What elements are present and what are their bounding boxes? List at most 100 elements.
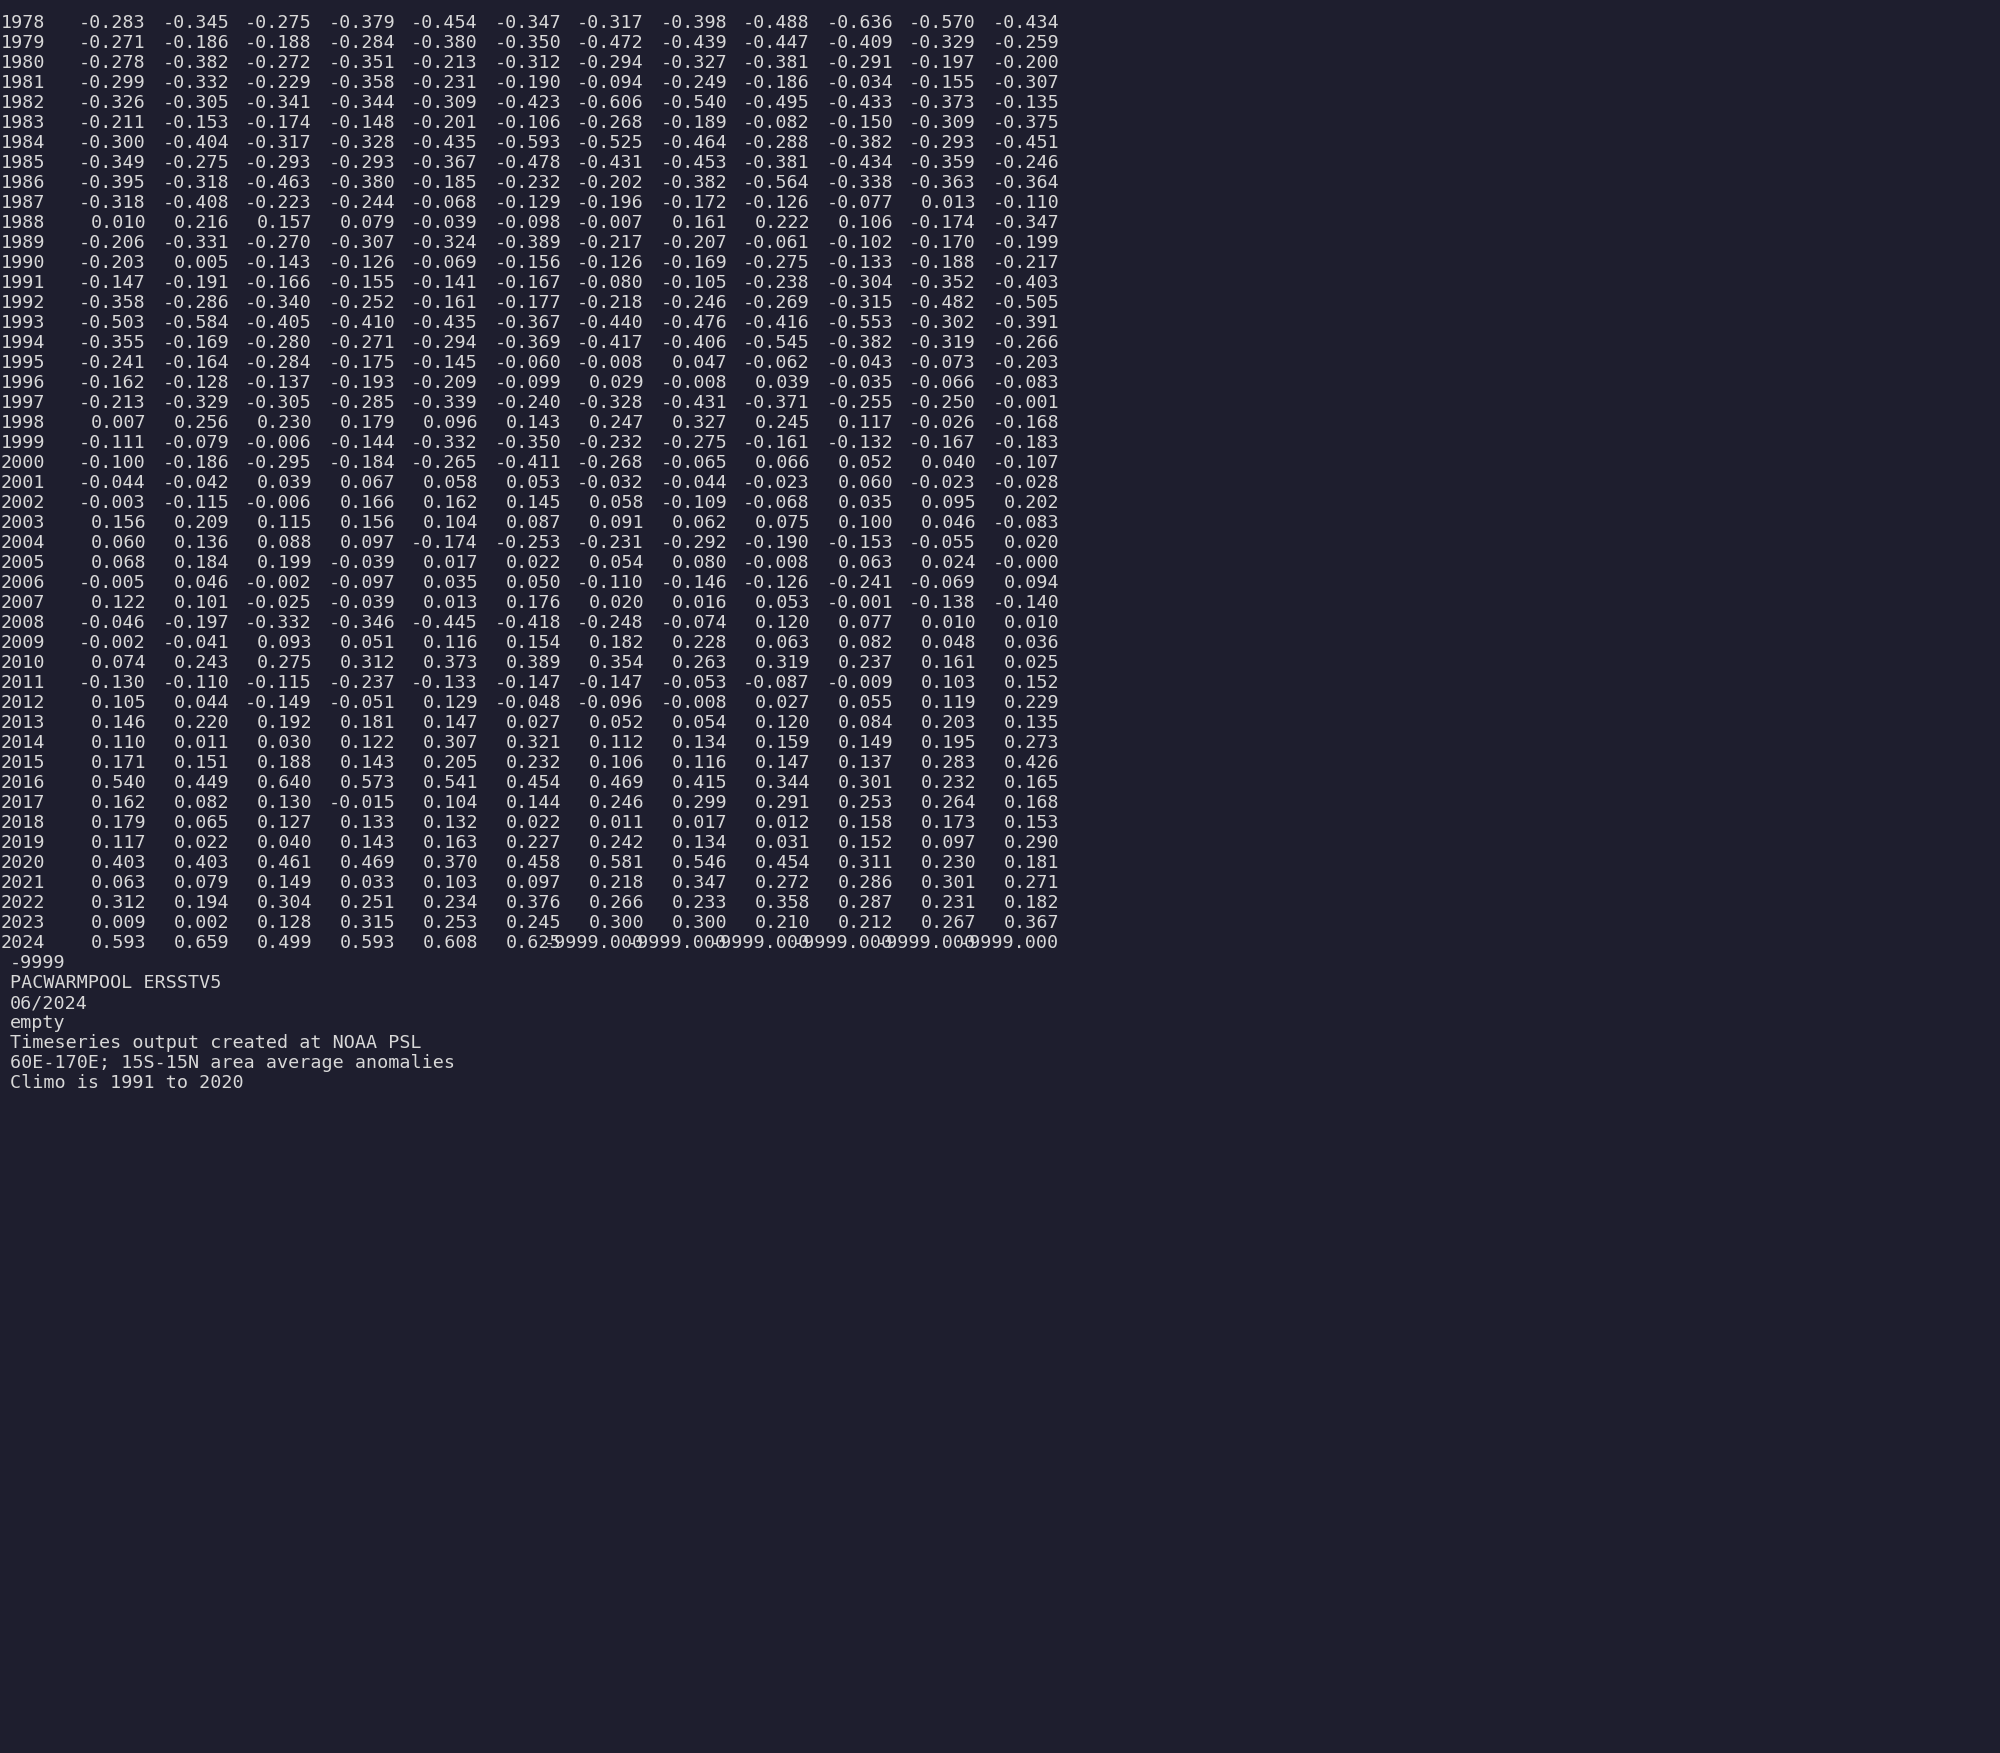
Text: 0.027: 0.027 xyxy=(754,694,810,712)
Text: -9999: -9999 xyxy=(10,954,66,971)
Text: -0.409: -0.409 xyxy=(826,33,892,53)
Text: -0.155: -0.155 xyxy=(910,74,976,91)
Text: 0.046: 0.046 xyxy=(174,573,228,593)
Text: 0.129: 0.129 xyxy=(422,694,478,712)
Text: 0.074: 0.074 xyxy=(90,654,146,671)
Text: -0.146: -0.146 xyxy=(660,573,728,593)
Text: -0.107: -0.107 xyxy=(992,454,1060,472)
Text: -0.369: -0.369 xyxy=(494,335,560,352)
Text: 0.046: 0.046 xyxy=(920,514,976,531)
Text: 2007: 2007 xyxy=(0,594,44,612)
Text: -0.259: -0.259 xyxy=(992,33,1060,53)
Text: 0.054: 0.054 xyxy=(672,713,728,733)
Text: -0.115: -0.115 xyxy=(162,494,228,512)
Text: 0.205: 0.205 xyxy=(422,754,478,771)
Text: -0.177: -0.177 xyxy=(494,295,560,312)
Text: 0.097: 0.097 xyxy=(340,535,396,552)
Text: 0.137: 0.137 xyxy=(838,754,892,771)
Text: -0.280: -0.280 xyxy=(246,335,312,352)
Text: -0.188: -0.188 xyxy=(246,33,312,53)
Text: 1981: 1981 xyxy=(0,74,44,91)
Text: 0.593: 0.593 xyxy=(90,934,146,952)
Text: 2002: 2002 xyxy=(0,494,44,512)
Text: -0.109: -0.109 xyxy=(660,494,728,512)
Text: -0.294: -0.294 xyxy=(578,54,644,72)
Text: 0.307: 0.307 xyxy=(422,735,478,752)
Text: 0.100: 0.100 xyxy=(838,514,892,531)
Text: -0.166: -0.166 xyxy=(246,273,312,293)
Text: -0.102: -0.102 xyxy=(826,233,892,252)
Text: 0.275: 0.275 xyxy=(256,654,312,671)
Text: 0.161: 0.161 xyxy=(920,654,976,671)
Text: 2011: 2011 xyxy=(0,673,44,692)
Text: -0.080: -0.080 xyxy=(578,273,644,293)
Text: 1986: 1986 xyxy=(0,174,44,193)
Text: 0.469: 0.469 xyxy=(588,775,644,792)
Text: -0.410: -0.410 xyxy=(328,314,396,331)
Text: -0.133: -0.133 xyxy=(826,254,892,272)
Text: 2017: 2017 xyxy=(0,794,44,812)
Text: -0.309: -0.309 xyxy=(412,95,478,112)
Text: 0.024: 0.024 xyxy=(920,554,976,571)
Text: -0.418: -0.418 xyxy=(494,614,560,633)
Text: 0.301: 0.301 xyxy=(838,775,892,792)
Text: -0.349: -0.349 xyxy=(80,154,146,172)
Text: 0.132: 0.132 xyxy=(422,813,478,833)
Text: -0.130: -0.130 xyxy=(80,673,146,692)
Text: 0.264: 0.264 xyxy=(920,794,976,812)
Text: 0.166: 0.166 xyxy=(340,494,396,512)
Text: -0.168: -0.168 xyxy=(992,414,1060,431)
Text: -0.307: -0.307 xyxy=(328,233,396,252)
Text: 0.161: 0.161 xyxy=(672,214,728,231)
Text: -0.328: -0.328 xyxy=(578,394,644,412)
Text: 0.593: 0.593 xyxy=(340,934,396,952)
Text: -0.147: -0.147 xyxy=(578,673,644,692)
Text: -0.025: -0.025 xyxy=(246,594,312,612)
Text: -0.373: -0.373 xyxy=(910,95,976,112)
Text: -0.042: -0.042 xyxy=(162,473,228,493)
Text: 0.062: 0.062 xyxy=(672,514,728,531)
Text: -0.271: -0.271 xyxy=(328,335,396,352)
Text: -0.060: -0.060 xyxy=(494,354,560,372)
Text: 0.067: 0.067 xyxy=(340,473,396,493)
Text: -0.332: -0.332 xyxy=(246,614,312,633)
Text: 0.181: 0.181 xyxy=(1004,854,1060,871)
Text: -0.350: -0.350 xyxy=(494,33,560,53)
Text: -9999.000: -9999.000 xyxy=(792,934,892,952)
Text: -0.439: -0.439 xyxy=(660,33,728,53)
Text: 0.212: 0.212 xyxy=(838,913,892,933)
Text: 0.027: 0.027 xyxy=(506,713,560,733)
Text: -0.309: -0.309 xyxy=(910,114,976,131)
Text: -0.186: -0.186 xyxy=(162,454,228,472)
Text: Timeseries output created at NOAA PSL: Timeseries output created at NOAA PSL xyxy=(10,1034,422,1052)
Text: 0.245: 0.245 xyxy=(506,913,560,933)
Text: 0.171: 0.171 xyxy=(90,754,146,771)
Text: -0.464: -0.464 xyxy=(660,133,728,153)
Text: -0.341: -0.341 xyxy=(246,95,312,112)
Text: 0.266: 0.266 xyxy=(588,894,644,912)
Text: 0.283: 0.283 xyxy=(920,754,976,771)
Text: -0.169: -0.169 xyxy=(660,254,728,272)
Text: -0.149: -0.149 xyxy=(246,694,312,712)
Text: 2019: 2019 xyxy=(0,834,44,852)
Text: -0.291: -0.291 xyxy=(826,54,892,72)
Text: 0.106: 0.106 xyxy=(838,214,892,231)
Text: -0.317: -0.317 xyxy=(578,14,644,32)
Text: 0.286: 0.286 xyxy=(838,875,892,892)
Text: -0.553: -0.553 xyxy=(826,314,892,331)
Text: -0.395: -0.395 xyxy=(80,174,146,193)
Text: -0.307: -0.307 xyxy=(992,74,1060,91)
Text: -0.007: -0.007 xyxy=(578,214,644,231)
Text: 0.321: 0.321 xyxy=(506,735,560,752)
Text: -0.217: -0.217 xyxy=(992,254,1060,272)
Text: -0.381: -0.381 xyxy=(744,54,810,72)
Text: 0.017: 0.017 xyxy=(422,554,478,571)
Text: 0.093: 0.093 xyxy=(256,635,312,652)
Text: 2003: 2003 xyxy=(0,514,44,531)
Text: -0.161: -0.161 xyxy=(744,435,810,452)
Text: -0.564: -0.564 xyxy=(744,174,810,193)
Text: -0.293: -0.293 xyxy=(910,133,976,153)
Text: -0.495: -0.495 xyxy=(744,95,810,112)
Text: 0.162: 0.162 xyxy=(422,494,478,512)
Text: -0.140: -0.140 xyxy=(992,594,1060,612)
